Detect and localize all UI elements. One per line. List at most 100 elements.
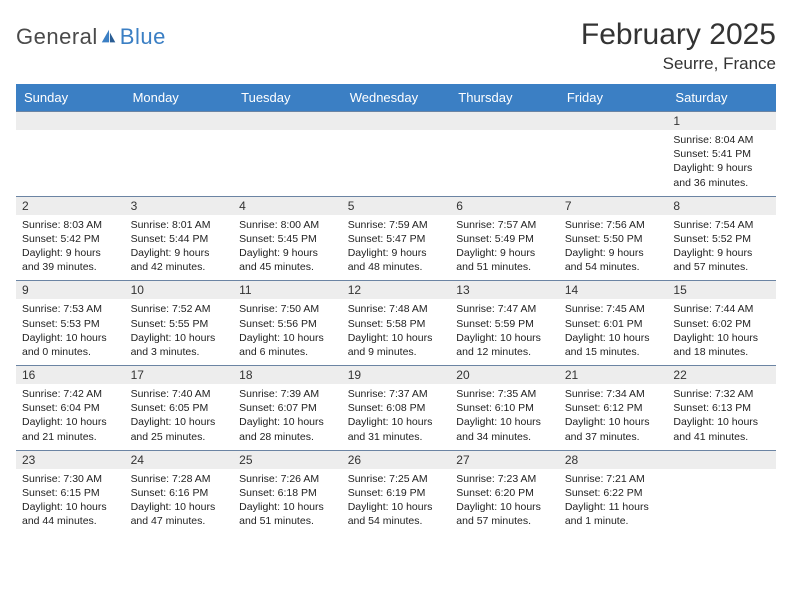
- daylight-text: Daylight: 10 hours and 0 minutes.: [22, 331, 119, 359]
- sunset-text: Sunset: 6:08 PM: [348, 401, 445, 415]
- sunrise-text: Sunrise: 8:04 AM: [673, 133, 770, 147]
- sunrise-text: Sunrise: 7:28 AM: [131, 472, 228, 486]
- daylight-text: Daylight: 10 hours and 3 minutes.: [131, 331, 228, 359]
- sunset-text: Sunset: 6:18 PM: [239, 486, 336, 500]
- sunrise-text: Sunrise: 7:37 AM: [348, 387, 445, 401]
- day-number: 8: [667, 197, 776, 215]
- calendar-cell: 28 Sunrise: 7:21 AMSunset: 6:22 PMDayligh…: [559, 451, 668, 535]
- weekday-header: Thursday: [450, 84, 559, 111]
- calendar-cell: 23Sunrise: 7:30 AMSunset: 6:15 PMDayligh…: [16, 451, 125, 535]
- sunrise-text: Sunrise: 7:30 AM: [22, 472, 119, 486]
- daylight-text: Daylight: 11 hours and 1 minute.: [565, 500, 662, 528]
- sunset-text: Sunset: 6:12 PM: [565, 401, 662, 415]
- calendar-cell: 6Sunrise: 7:57 AMSunset: 5:49 PMDaylight…: [450, 197, 559, 281]
- day-number: 25: [233, 451, 342, 469]
- daylight-text: Daylight: 10 hours and 25 minutes.: [131, 415, 228, 443]
- day-number: 12: [342, 281, 451, 299]
- daylight-text: Daylight: 10 hours and 54 minutes.: [348, 500, 445, 528]
- day-number: [125, 112, 234, 130]
- calendar-cell: 14Sunrise: 7:45 AMSunset: 6:01 PMDayligh…: [559, 281, 668, 365]
- sunset-text: Sunset: 5:58 PM: [348, 317, 445, 331]
- calendar-cell: 26Sunrise: 7:25 AMSunset: 6:19 PMDayligh…: [342, 451, 451, 535]
- day-number: 19: [342, 366, 451, 384]
- sunset-text: Sunset: 5:45 PM: [239, 232, 336, 246]
- sunrise-text: Sunrise: 7:35 AM: [456, 387, 553, 401]
- calendar-cell: 15Sunrise: 7:44 AMSunset: 6:02 PMDayligh…: [667, 281, 776, 365]
- calendar-cell: [125, 112, 234, 196]
- day-number: 14: [559, 281, 668, 299]
- calendar-grid: Sunday Monday Tuesday Wednesday Thursday…: [16, 84, 776, 534]
- daylight-text: Daylight: 10 hours and 47 minutes.: [131, 500, 228, 528]
- calendar-cell: 13Sunrise: 7:47 AMSunset: 5:59 PMDayligh…: [450, 281, 559, 365]
- sunrise-text: Sunrise: 7:57 AM: [456, 218, 553, 232]
- daylight-text: Daylight: 10 hours and 18 minutes.: [673, 331, 770, 359]
- location-label: Seurre, France: [581, 54, 776, 74]
- daylight-text: Daylight: 9 hours and 48 minutes.: [348, 246, 445, 274]
- day-number: 5: [342, 197, 451, 215]
- sunset-text: Sunset: 6:15 PM: [22, 486, 119, 500]
- sunrise-text: Sunrise: 7:56 AM: [565, 218, 662, 232]
- day-number: 18: [233, 366, 342, 384]
- sunrise-text: Sunrise: 7:34 AM: [565, 387, 662, 401]
- day-number: 28: [559, 451, 668, 469]
- sunset-text: Sunset: 5:59 PM: [456, 317, 553, 331]
- weekday-header: Monday: [125, 84, 234, 111]
- sunrise-text: Sunrise: 7:32 AM: [673, 387, 770, 401]
- sunrise-text: Sunrise: 7:47 AM: [456, 302, 553, 316]
- weekday-header: Wednesday: [342, 84, 451, 111]
- sunrise-text: Sunrise: 7:39 AM: [239, 387, 336, 401]
- calendar-cell: 25Sunrise: 7:26 AMSunset: 6:18 PMDayligh…: [233, 451, 342, 535]
- day-number: 6: [450, 197, 559, 215]
- sunset-text: Sunset: 5:50 PM: [565, 232, 662, 246]
- calendar-week-row: 1Sunrise: 8:04 AMSunset: 5:41 PMDaylight…: [16, 111, 776, 196]
- daylight-text: Daylight: 10 hours and 28 minutes.: [239, 415, 336, 443]
- daylight-text: Daylight: 9 hours and 42 minutes.: [131, 246, 228, 274]
- sunrise-text: Sunrise: 7:21 AM: [565, 472, 662, 486]
- daylight-text: Daylight: 10 hours and 6 minutes.: [239, 331, 336, 359]
- calendar-cell: 17Sunrise: 7:40 AMSunset: 6:05 PMDayligh…: [125, 366, 234, 450]
- sunrise-text: Sunrise: 8:03 AM: [22, 218, 119, 232]
- sunrise-text: Sunrise: 7:25 AM: [348, 472, 445, 486]
- sunset-text: Sunset: 6:16 PM: [131, 486, 228, 500]
- sunset-text: Sunset: 5:42 PM: [22, 232, 119, 246]
- daylight-text: Daylight: 9 hours and 54 minutes.: [565, 246, 662, 274]
- calendar-cell: 12Sunrise: 7:48 AMSunset: 5:58 PMDayligh…: [342, 281, 451, 365]
- calendar-cell: 1Sunrise: 8:04 AMSunset: 5:41 PMDaylight…: [667, 112, 776, 196]
- calendar-cell: [667, 451, 776, 535]
- sunrise-text: Sunrise: 7:52 AM: [131, 302, 228, 316]
- day-number: 22: [667, 366, 776, 384]
- calendar-cell: 27Sunrise: 7:23 AMSunset: 6:20 PMDayligh…: [450, 451, 559, 535]
- daylight-text: Daylight: 10 hours and 44 minutes.: [22, 500, 119, 528]
- sunrise-text: Sunrise: 7:45 AM: [565, 302, 662, 316]
- sunset-text: Sunset: 6:10 PM: [456, 401, 553, 415]
- daylight-text: Daylight: 10 hours and 37 minutes.: [565, 415, 662, 443]
- daylight-text: Daylight: 9 hours and 57 minutes.: [673, 246, 770, 274]
- brand-logo: General Blue: [16, 18, 166, 50]
- calendar-cell: [16, 112, 125, 196]
- day-number: 21: [559, 366, 668, 384]
- day-number: [450, 112, 559, 130]
- daylight-text: Daylight: 10 hours and 31 minutes.: [348, 415, 445, 443]
- weekday-header: Sunday: [16, 84, 125, 111]
- calendar-cell: [342, 112, 451, 196]
- sunrise-text: Sunrise: 7:54 AM: [673, 218, 770, 232]
- sunset-text: Sunset: 6:22 PM: [565, 486, 662, 500]
- daylight-text: Daylight: 10 hours and 15 minutes.: [565, 331, 662, 359]
- calendar-week-row: 16Sunrise: 7:42 AMSunset: 6:04 PMDayligh…: [16, 365, 776, 450]
- sunset-text: Sunset: 6:05 PM: [131, 401, 228, 415]
- sunset-text: Sunset: 5:53 PM: [22, 317, 119, 331]
- weekday-header: Friday: [559, 84, 668, 111]
- calendar-cell: 16Sunrise: 7:42 AMSunset: 6:04 PMDayligh…: [16, 366, 125, 450]
- daylight-text: Daylight: 10 hours and 51 minutes.: [239, 500, 336, 528]
- calendar-cell: 21 Sunrise: 7:34 AMSunset: 6:12 PMDayligh…: [559, 366, 668, 450]
- calendar-cell: 8Sunrise: 7:54 AMSunset: 5:52 PMDaylight…: [667, 197, 776, 281]
- calendar-week-row: 23Sunrise: 7:30 AMSunset: 6:15 PMDayligh…: [16, 450, 776, 535]
- sunrise-text: Sunrise: 7:44 AM: [673, 302, 770, 316]
- title-block: February 2025 Seurre, France: [581, 18, 776, 74]
- weekday-header: Tuesday: [233, 84, 342, 111]
- sunset-text: Sunset: 5:55 PM: [131, 317, 228, 331]
- sunset-text: Sunset: 5:44 PM: [131, 232, 228, 246]
- sunrise-text: Sunrise: 7:40 AM: [131, 387, 228, 401]
- day-number: [559, 112, 668, 130]
- sunrise-text: Sunrise: 7:59 AM: [348, 218, 445, 232]
